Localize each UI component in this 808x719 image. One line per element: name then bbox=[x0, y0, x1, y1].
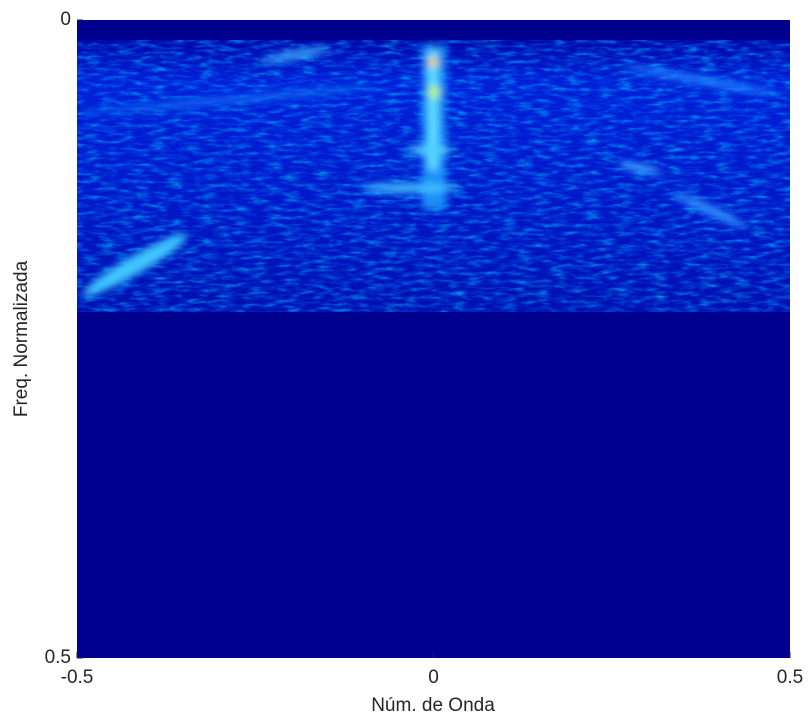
heatmap-features bbox=[80, 45, 779, 296]
y-tick-label: 0.5 bbox=[45, 647, 71, 668]
heatmap bbox=[77, 20, 790, 658]
x-tick-label: 0 bbox=[428, 667, 439, 688]
axes: -0.5 0 0.5 0 0.5 bbox=[45, 9, 804, 688]
y-axis-label: Freq. Normalizada bbox=[11, 260, 32, 417]
x-tick-label: 0.5 bbox=[777, 667, 803, 688]
x-axis-label: Núm. de Onda bbox=[371, 695, 495, 716]
x-tick-label: -0.5 bbox=[61, 667, 94, 688]
y-tick-label: 0 bbox=[60, 9, 71, 30]
